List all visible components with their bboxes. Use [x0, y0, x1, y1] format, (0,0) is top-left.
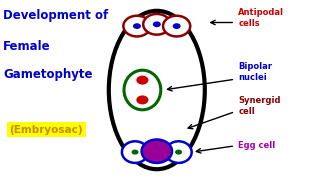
- Ellipse shape: [163, 16, 190, 36]
- Text: (Embryosac): (Embryosac): [10, 125, 83, 135]
- Ellipse shape: [142, 140, 172, 163]
- Text: Egg cell: Egg cell: [238, 141, 276, 150]
- Ellipse shape: [132, 150, 139, 155]
- Text: Development of: Development of: [3, 9, 108, 22]
- Ellipse shape: [165, 141, 192, 163]
- Ellipse shape: [143, 14, 171, 35]
- Ellipse shape: [173, 23, 181, 29]
- Ellipse shape: [136, 95, 148, 104]
- Ellipse shape: [136, 76, 148, 85]
- Ellipse shape: [124, 70, 161, 110]
- Text: Female: Female: [3, 40, 51, 53]
- Ellipse shape: [122, 141, 148, 163]
- Ellipse shape: [153, 21, 161, 27]
- Text: Gametophyte: Gametophyte: [3, 68, 93, 81]
- Ellipse shape: [109, 11, 205, 169]
- Ellipse shape: [175, 150, 182, 155]
- Ellipse shape: [133, 23, 141, 29]
- Text: Bipolar
nuclei: Bipolar nuclei: [238, 62, 272, 82]
- Text: Synergid
cell: Synergid cell: [238, 96, 281, 116]
- Ellipse shape: [124, 16, 151, 36]
- Text: Antipodal
cells: Antipodal cells: [238, 8, 284, 28]
